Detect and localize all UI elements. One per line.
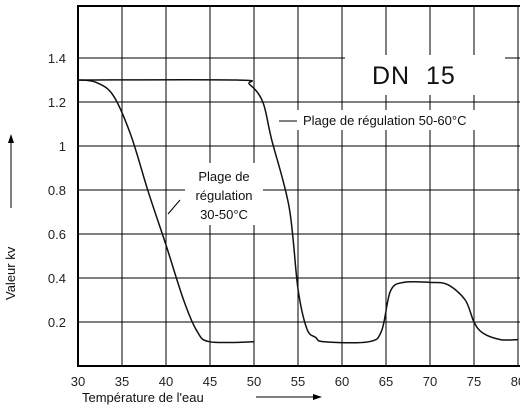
y-tick-label: 0.4 bbox=[48, 271, 66, 286]
y-tick-label: 0.6 bbox=[48, 227, 66, 242]
x-tick-label: 40 bbox=[159, 374, 173, 389]
annotation-1-line-2: régulation bbox=[195, 188, 252, 203]
series-line-2 bbox=[77, 78, 519, 344]
x-tick-label: 35 bbox=[115, 374, 129, 389]
y-tick-label: 0.2 bbox=[48, 315, 66, 330]
plot-frame bbox=[77, 5, 520, 367]
grid bbox=[78, 6, 520, 366]
series-line-1 bbox=[77, 79, 255, 344]
y-axis-title: Valeur kv bbox=[3, 246, 18, 300]
annotation-box-1 bbox=[185, 163, 263, 225]
tick-labels: 30 35 40 45 50 55 60 65 70 75 80 0.2 0.4 0.6 0.8 1 1.2 1.… bbox=[48, 51, 520, 389]
x-tick-label: 45 bbox=[203, 374, 217, 389]
chart-title: DN 15 bbox=[372, 62, 456, 90]
x-axis-title: Température de l'eau bbox=[82, 390, 204, 405]
curves bbox=[77, 78, 519, 344]
x-tick-label: 50 bbox=[247, 374, 261, 389]
y-tick-label: 1 bbox=[59, 139, 66, 154]
x-tick-label: 65 bbox=[379, 374, 393, 389]
title-box bbox=[345, 55, 505, 95]
y-axis-arrowhead bbox=[8, 134, 14, 143]
annotation-1-line-1: Plage de bbox=[198, 169, 249, 184]
x-axis-arrowhead bbox=[313, 394, 322, 400]
x-tick-label: 60 bbox=[335, 374, 349, 389]
x-tick-label: 80 bbox=[511, 374, 520, 389]
x-tick-label: 30 bbox=[71, 374, 85, 389]
annotation-2-line-1: Plage de régulation 50-60°C bbox=[303, 113, 466, 128]
annotation-box-2 bbox=[295, 110, 505, 130]
y-tick-label: 1.4 bbox=[48, 51, 66, 66]
x-tick-label: 55 bbox=[291, 374, 305, 389]
x-tick-label: 70 bbox=[423, 374, 437, 389]
annotation-1-line-3: 30-50°C bbox=[200, 207, 248, 222]
y-tick-label: 1.2 bbox=[48, 95, 66, 110]
annotation-1-leader bbox=[167, 199, 181, 215]
x-tick-label: 75 bbox=[467, 374, 481, 389]
y-tick-label: 0.8 bbox=[48, 183, 66, 198]
